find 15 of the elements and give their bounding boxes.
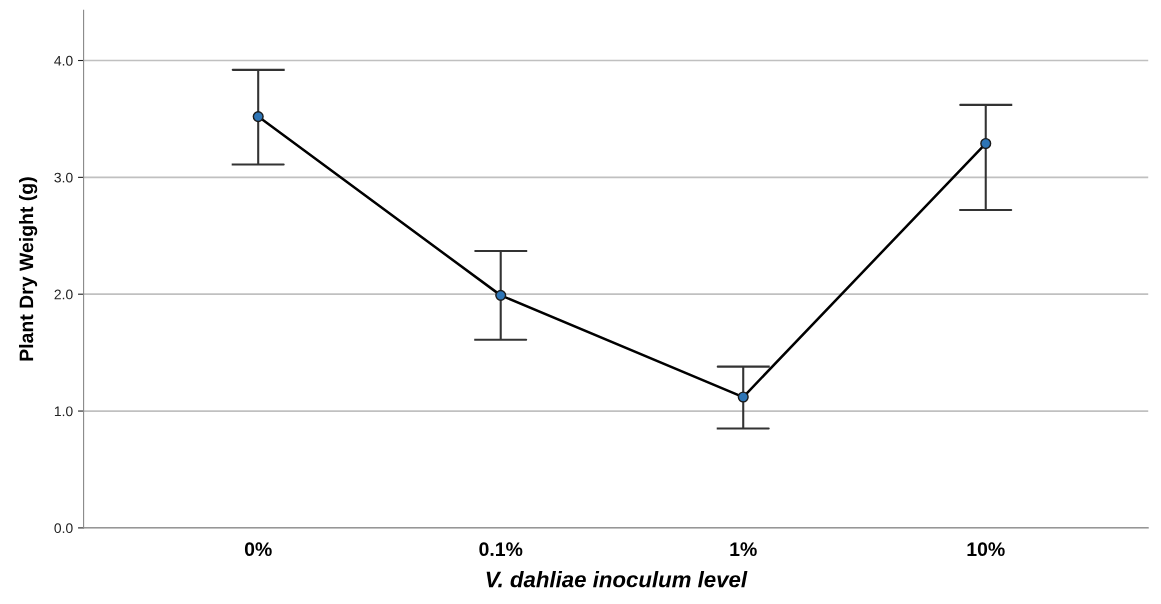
x-tick-label: 0.1% [479,542,523,557]
y-axis-title: Plant Dry Weight (g) [18,177,38,361]
point [737,391,749,403]
y-tick-label: 0.0 [54,523,73,534]
y-tick-label: 3.0 [54,172,73,183]
point [980,137,992,150]
y-tick-label: 2.0 [54,289,73,300]
x-tick-label: 1% [730,542,757,557]
x-tick-label: 0% [244,542,272,557]
y-tick-label: 4.0 [54,55,73,66]
point [495,289,507,301]
x-axis-title: V. dahliae inoculum level [486,571,748,588]
point [252,111,264,123]
y-tick-label: 1.0 [54,406,73,417]
x-tick-label: 10% [967,542,1005,557]
